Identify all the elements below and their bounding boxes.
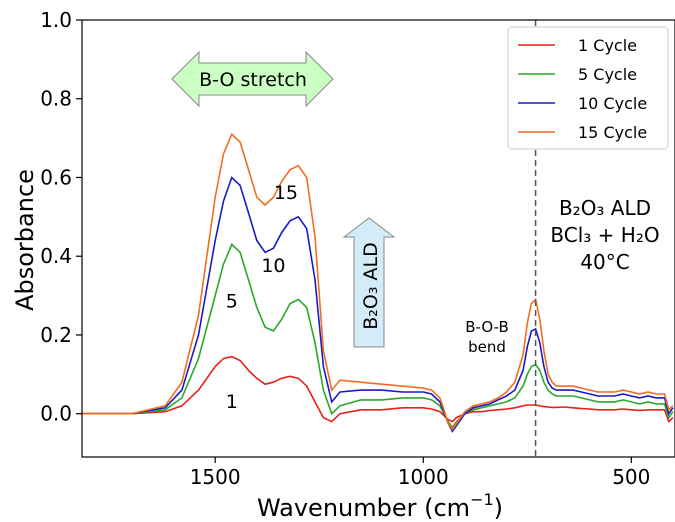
legend-label: 1 Cycle bbox=[578, 36, 637, 55]
y-tick-label: 0.0 bbox=[40, 402, 72, 426]
bo-stretch-arrow-shape bbox=[171, 50, 334, 108]
b2o3-ald-arrow: B₂O₃ ALD bbox=[342, 217, 396, 348]
curve-label: 15 bbox=[274, 182, 298, 204]
y-axis: 0.0 0.2 0.4 0.6 0.8 1.0 bbox=[40, 8, 82, 426]
legend: 1 Cycle 5 Cycle 10 Cycle 15 Cycle bbox=[507, 26, 669, 150]
series-line-4 bbox=[82, 132, 674, 431]
y-tick-label: 1.0 bbox=[40, 8, 72, 32]
x-tick-label: 1000 bbox=[398, 465, 449, 489]
curve-label: 10 bbox=[261, 255, 285, 277]
series-layer bbox=[82, 132, 674, 433]
legend-label: 5 Cycle bbox=[578, 65, 637, 84]
conditions-text: B₂O₃ ALD BCl₃ + H₂O 40°C bbox=[550, 196, 659, 274]
bob-bend-label-line2: bend bbox=[468, 338, 506, 356]
conditions-line-3: 40°C bbox=[580, 250, 629, 274]
conditions-line-1: B₂O₃ ALD bbox=[559, 196, 651, 220]
legend-items: 1 Cycle 5 Cycle 10 Cycle 15 Cycle bbox=[518, 36, 647, 142]
series-line-3 bbox=[82, 176, 674, 433]
legend-label: 10 Cycle bbox=[578, 94, 647, 113]
series-line-1 bbox=[82, 355, 674, 424]
x-axis: 1500 1000 500 bbox=[190, 457, 650, 489]
bo-stretch-label: B-O stretch bbox=[199, 69, 307, 91]
y-tick-label: 0.8 bbox=[40, 87, 72, 111]
x-tick-label: 500 bbox=[612, 465, 650, 489]
conditions-line-2: BCl₃ + H₂O bbox=[550, 223, 659, 247]
plot-frame bbox=[81, 19, 675, 458]
x-axis-label-end: ) bbox=[494, 494, 503, 522]
y-axis-label: Absorbance bbox=[11, 169, 39, 311]
curve-label: 5 bbox=[226, 290, 238, 312]
x-axis-label-sup: −1 bbox=[470, 490, 494, 509]
bo-stretch-arrow: B-O stretch bbox=[171, 50, 334, 108]
legend-box bbox=[507, 26, 669, 150]
curve-label: 1 bbox=[226, 391, 238, 413]
x-tick-label: 1500 bbox=[190, 465, 241, 489]
bob-bend-label-line1: B-O-B bbox=[465, 318, 509, 336]
b2o3-ald-arrow-shape bbox=[342, 217, 396, 348]
x-axis-label-main: Wavenumber (cm bbox=[257, 494, 470, 522]
y-tick-label: 0.6 bbox=[40, 165, 72, 189]
y-tick-label: 0.2 bbox=[40, 323, 72, 347]
legend-label: 15 Cycle bbox=[578, 123, 647, 142]
b2o3-ald-arrow-label: B₂O₃ ALD bbox=[360, 242, 382, 329]
y-tick-label: 0.4 bbox=[40, 244, 72, 268]
x-axis-label: Wavenumber (cm−1) bbox=[257, 490, 503, 522]
